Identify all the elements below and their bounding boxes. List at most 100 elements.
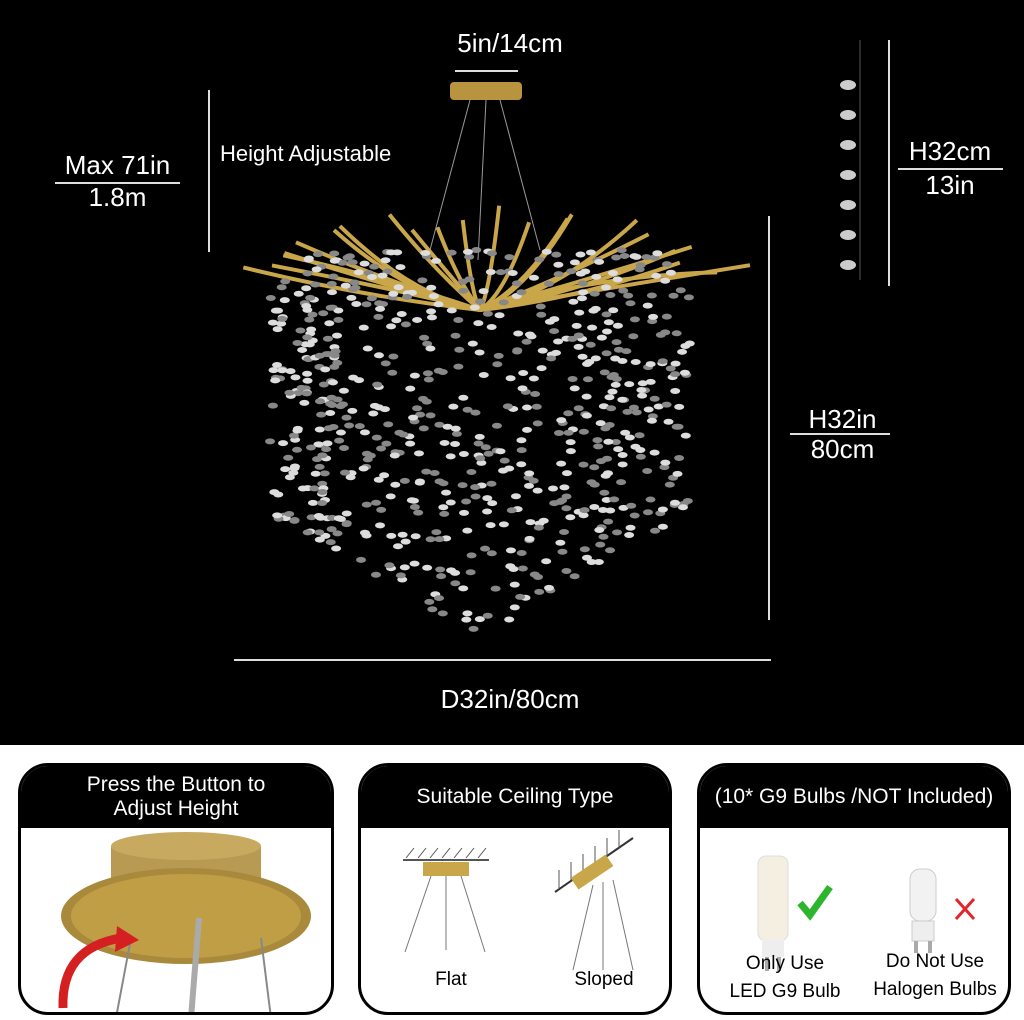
crystal bbox=[617, 452, 628, 459]
adjust-height-panel: Press the Button to Adjust Height bbox=[18, 763, 334, 1015]
crystal bbox=[301, 302, 312, 309]
crystal bbox=[278, 440, 289, 447]
crystal bbox=[621, 348, 632, 355]
crystal bbox=[344, 253, 355, 260]
crystal bbox=[325, 410, 336, 417]
crystal bbox=[471, 247, 482, 254]
crystal bbox=[348, 374, 359, 381]
crystal bbox=[482, 612, 493, 619]
crystal bbox=[309, 485, 320, 492]
crystal bbox=[602, 455, 613, 462]
crystal bbox=[312, 251, 323, 258]
crystal bbox=[373, 476, 384, 483]
crystal bbox=[634, 266, 645, 273]
crystal bbox=[307, 499, 318, 506]
crystal bbox=[581, 393, 592, 400]
crystal bbox=[473, 440, 484, 447]
crystal bbox=[651, 272, 662, 279]
crystal bbox=[332, 332, 343, 339]
diameter-line bbox=[234, 659, 771, 661]
crystal bbox=[591, 273, 602, 280]
crystal bbox=[624, 381, 635, 388]
crystal bbox=[424, 598, 435, 605]
crystal bbox=[292, 446, 303, 453]
flat-label: Flat bbox=[435, 969, 467, 990]
crystal bbox=[507, 269, 518, 276]
crystal bbox=[631, 409, 642, 416]
canopy-closeup-image bbox=[58, 832, 311, 1012]
crystal bbox=[301, 390, 312, 397]
crystal bbox=[303, 256, 314, 263]
crystal bbox=[531, 403, 542, 410]
crystal bbox=[395, 572, 406, 579]
crystal bbox=[451, 430, 462, 437]
crystal bbox=[574, 309, 585, 316]
crystal bbox=[517, 385, 528, 392]
strand-dimension-line bbox=[888, 40, 890, 286]
crystal bbox=[361, 301, 372, 308]
crystal bbox=[371, 434, 382, 441]
crystal bbox=[553, 271, 564, 278]
crystal bbox=[512, 347, 523, 354]
crystal bbox=[625, 524, 636, 531]
crystal bbox=[439, 510, 450, 517]
crystal bbox=[494, 312, 505, 319]
crystal bbox=[457, 482, 468, 489]
crystal bbox=[349, 279, 360, 286]
strand-crystal bbox=[840, 110, 856, 120]
crystal bbox=[534, 588, 545, 595]
crystal bbox=[299, 399, 310, 406]
crystal bbox=[297, 346, 308, 353]
crystal bbox=[362, 345, 373, 352]
crystal bbox=[561, 505, 572, 512]
crystal bbox=[437, 368, 448, 375]
crystal bbox=[525, 519, 536, 526]
crystal bbox=[319, 470, 330, 477]
crystal bbox=[450, 332, 461, 339]
crystal bbox=[616, 247, 627, 254]
crystal bbox=[279, 297, 290, 304]
crystal bbox=[622, 408, 633, 415]
crystal bbox=[620, 429, 631, 436]
crystal bbox=[393, 284, 404, 291]
crystal bbox=[373, 352, 384, 359]
crystal bbox=[462, 527, 473, 534]
crystal bbox=[617, 461, 628, 468]
ceiling-diagrams bbox=[403, 830, 634, 971]
crystal bbox=[577, 353, 588, 360]
crystal bbox=[603, 518, 614, 525]
crystal bbox=[646, 292, 657, 299]
crystal bbox=[679, 369, 690, 376]
crystal bbox=[317, 452, 328, 459]
crystal bbox=[358, 324, 369, 331]
crystal bbox=[333, 316, 344, 323]
crystal bbox=[593, 559, 604, 566]
crystal bbox=[445, 499, 456, 506]
crystal bbox=[387, 369, 398, 376]
crystal bbox=[478, 288, 489, 295]
crystal bbox=[277, 367, 288, 374]
crystal bbox=[670, 371, 681, 378]
crystal bbox=[366, 295, 377, 302]
crystal bbox=[629, 316, 640, 323]
crystal bbox=[405, 440, 416, 447]
crystal bbox=[670, 499, 681, 506]
crystal bbox=[487, 500, 498, 507]
crystal bbox=[605, 547, 616, 554]
crystal bbox=[457, 278, 468, 285]
crystal bbox=[265, 438, 276, 445]
crystal bbox=[318, 310, 329, 317]
crystal bbox=[333, 307, 344, 314]
crystal bbox=[529, 571, 540, 578]
crystal bbox=[592, 437, 603, 444]
crystal bbox=[613, 446, 624, 453]
crystal bbox=[536, 365, 547, 372]
crystal bbox=[302, 529, 313, 536]
crystal bbox=[375, 305, 386, 312]
crystal bbox=[683, 294, 694, 301]
crystal bbox=[302, 270, 313, 277]
crystal bbox=[590, 305, 601, 312]
crystal bbox=[530, 390, 541, 397]
crystal bbox=[341, 510, 352, 517]
led-label-line1: Only Use bbox=[745, 953, 825, 974]
